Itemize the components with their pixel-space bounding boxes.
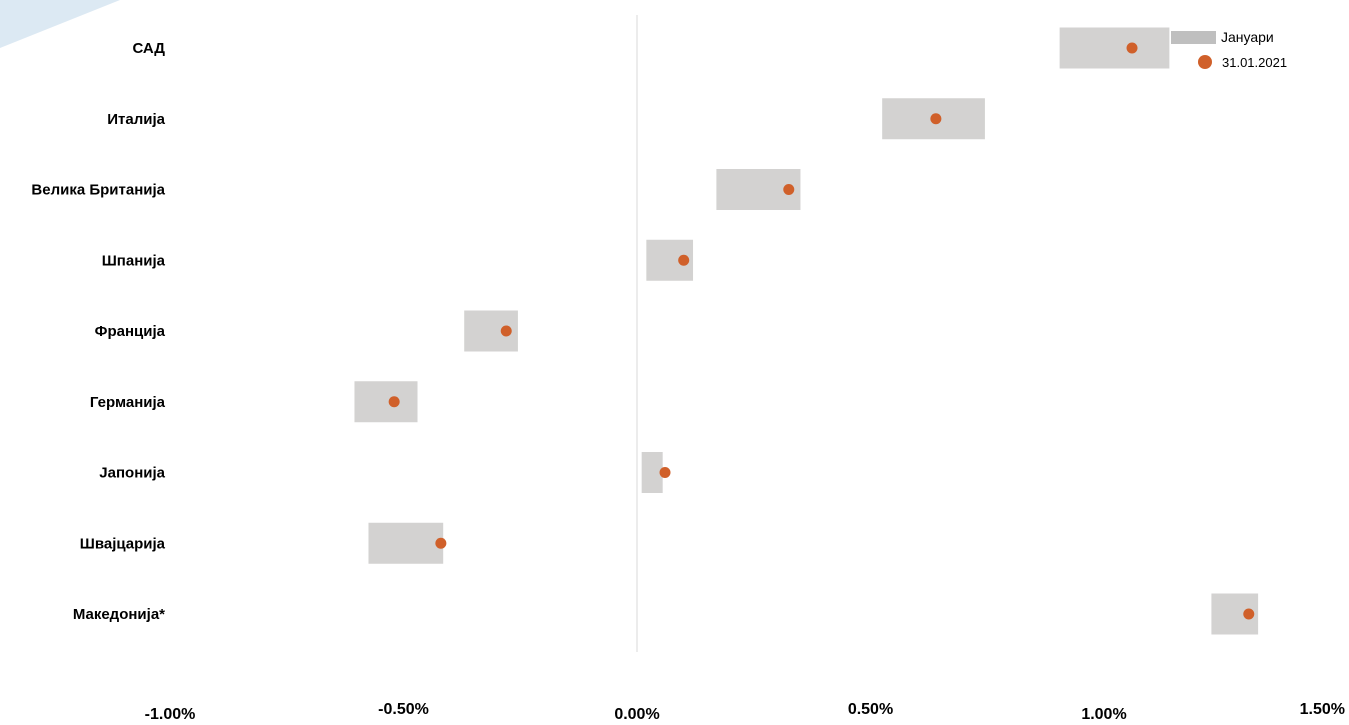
category-labels: САД Италија Велика Британија Шпанија Франциј… bbox=[31, 40, 165, 623]
x-tick-label: 0.00% bbox=[614, 706, 659, 720]
data-point bbox=[678, 254, 690, 266]
corner-decoration bbox=[0, 0, 120, 48]
legend: Јануари 31.01.2021 bbox=[1171, 29, 1287, 70]
x-axis-tick-labels: -1.00% -0.50% 0.00% 0.50% 1.00% 1.50% bbox=[145, 701, 1345, 723]
x-tick-label: -0.50% bbox=[378, 701, 429, 718]
data-point bbox=[1126, 42, 1138, 54]
data-point bbox=[500, 325, 512, 337]
category-label: Велика Британија bbox=[31, 182, 165, 199]
legend-dot-swatch bbox=[1198, 55, 1212, 69]
category-label: САД bbox=[132, 40, 165, 57]
range-bars-layer bbox=[354, 27, 1259, 635]
data-point bbox=[783, 184, 795, 195]
data-point bbox=[435, 537, 447, 549]
category-label: Германија bbox=[90, 394, 166, 411]
x-tick-label: 1.50% bbox=[1300, 701, 1345, 718]
data-point bbox=[930, 113, 942, 125]
legend-dot-label: 31.01.2021 bbox=[1222, 55, 1287, 70]
legend-range-swatch bbox=[1171, 31, 1216, 44]
category-label: Швајцарија bbox=[80, 535, 166, 552]
data-point bbox=[1243, 608, 1255, 620]
category-label: Италија bbox=[107, 111, 165, 128]
legend-range-label: Јануари bbox=[1221, 29, 1274, 45]
x-tick-label: 0.50% bbox=[848, 701, 893, 718]
category-label: Франција bbox=[95, 323, 166, 340]
category-label: Шпанија bbox=[102, 252, 166, 269]
data-point bbox=[388, 396, 400, 408]
range-bar bbox=[641, 452, 663, 493]
category-label: Македонија* bbox=[73, 606, 165, 623]
x-tick-label: 1.00% bbox=[1081, 706, 1126, 720]
category-label: Јапонија bbox=[99, 465, 165, 482]
x-tick-label: -1.00% bbox=[145, 706, 196, 720]
data-point bbox=[659, 467, 671, 478]
range-bar bbox=[368, 522, 444, 564]
dots-layer bbox=[388, 42, 1255, 620]
range-bar bbox=[1059, 27, 1170, 69]
range-bar bbox=[354, 381, 418, 423]
